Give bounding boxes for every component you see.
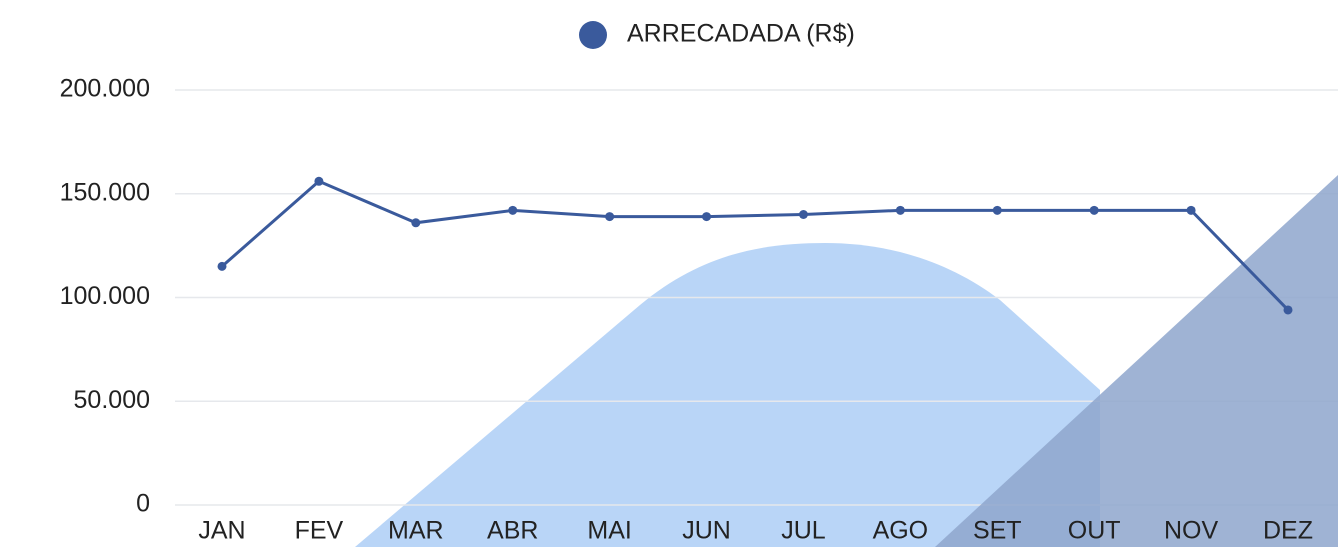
- x-tick-label: DEZ: [1263, 517, 1313, 545]
- x-tick-label: AGO: [873, 517, 929, 545]
- background-hill: [355, 243, 1100, 547]
- y-tick-label: 50.000: [74, 386, 150, 414]
- legend-swatch: [579, 21, 607, 49]
- x-tick-label: NOV: [1164, 517, 1219, 545]
- x-tick-label: SET: [973, 517, 1022, 545]
- data-point: [217, 261, 227, 271]
- data-point: [314, 176, 324, 186]
- text-layer: 0 50.000 100.000 150.000 200.000 JAN FEV MAR ABR…: [60, 20, 1313, 545]
- y-tick-label: 0: [136, 490, 150, 518]
- line-layer: [217, 176, 1293, 315]
- data-point: [411, 218, 421, 228]
- x-tick-label: MAI: [587, 517, 631, 545]
- y-tick-label: 200.000: [60, 75, 150, 103]
- data-point: [1186, 205, 1196, 215]
- data-point: [508, 205, 518, 215]
- data-point: [992, 205, 1002, 215]
- background-decoration: [355, 243, 1100, 547]
- x-tick-label: FEV: [295, 517, 344, 545]
- data-line: [221, 179, 1290, 311]
- data-point: [605, 212, 615, 222]
- x-tick-label: JUN: [682, 517, 731, 545]
- data-point: [798, 210, 808, 219]
- data-point: [895, 205, 905, 215]
- x-tick-label: ABR: [487, 517, 538, 545]
- y-tick-label: 150.000: [60, 178, 150, 206]
- data-point: [1089, 205, 1099, 215]
- y-tick-label: 100.000: [60, 282, 150, 310]
- background-triangle: [935, 175, 1338, 547]
- x-tick-label: OUT: [1068, 517, 1121, 545]
- data-point: [702, 212, 712, 222]
- legend-label: ARRECADADA (R$): [627, 20, 855, 48]
- x-tick-label: MAR: [388, 517, 444, 545]
- data-point: [1283, 305, 1293, 315]
- x-tick-label: JAN: [198, 517, 245, 545]
- x-tick-label: JUL: [781, 517, 826, 545]
